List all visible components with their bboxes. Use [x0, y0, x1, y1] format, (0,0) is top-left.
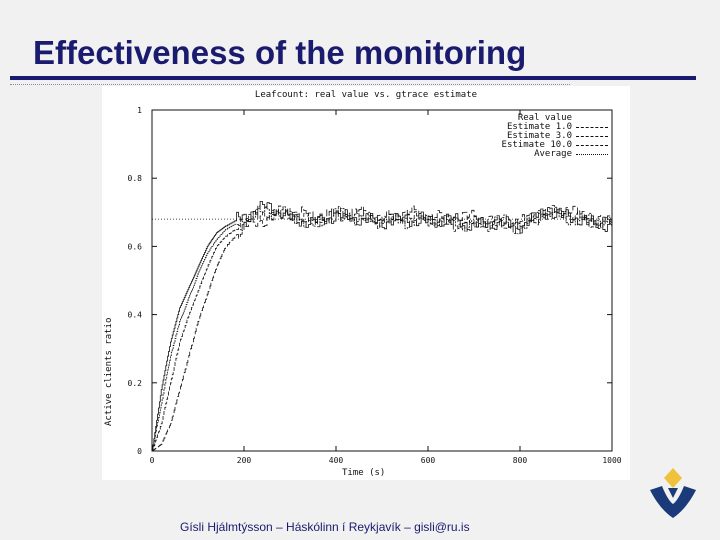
x-tick-label: 200	[237, 456, 252, 465]
chart-svg: 0 200 400 600 800 1000 0 0.2 0.4 0.6 0.8 1	[128, 106, 622, 465]
legend-label: Estimate 10.0	[501, 140, 572, 150]
logo-emblem	[650, 486, 696, 518]
logo-center-mark	[668, 488, 678, 498]
series-line-3	[152, 205, 613, 452]
legend-swatch	[576, 127, 608, 128]
legend-label: Estimate 1.0	[506, 122, 572, 132]
chart-legend: Real value Estimate 1.0 Estimate 3.0 Estima…	[502, 114, 608, 159]
y-tick-label: 0.8	[128, 174, 143, 183]
y-axis-label: Active clients ratio	[104, 317, 114, 426]
legend-entry: Estimate 10.0	[502, 141, 608, 150]
series-line-2	[152, 205, 613, 452]
plot-frame	[151, 109, 613, 452]
x-axis-label: Time (s)	[342, 468, 386, 478]
chart-title: Leafcount: real value vs. gtrace estimat…	[254, 90, 478, 100]
legend-swatch	[576, 136, 608, 137]
legend-swatch	[576, 145, 608, 146]
series-line-1	[152, 200, 613, 452]
legend-label: Average	[534, 149, 572, 159]
legend-label: Estimate 3.0	[506, 131, 572, 141]
slide-title: Effectiveness of the monitoring	[33, 34, 527, 71]
title-underline	[10, 76, 696, 80]
y-tick-label: 0	[137, 447, 142, 456]
y-tick-label: 0.4	[128, 311, 143, 320]
y-tick-label: 0.6	[128, 242, 143, 251]
chart-panel: 0 200 400 600 800 1000 0 0.2 0.4 0.6 0.8 1 Leafcoun…	[102, 86, 630, 480]
university-logo-icon	[650, 468, 696, 518]
x-tick-label: 400	[329, 456, 344, 465]
legend-entry: Average	[502, 150, 608, 159]
series-line-4	[152, 205, 613, 452]
y-tick-label: 1	[137, 106, 142, 115]
legend-label: Real value	[517, 113, 572, 123]
slide-footer: Gísli Hjálmtýsson – Háskólinn í Reykjaví…	[180, 520, 470, 534]
logo-diamond	[664, 468, 682, 488]
title-dotted-rule	[10, 84, 570, 85]
x-tick-label: 1000	[602, 456, 621, 465]
x-tick-label: 600	[421, 456, 436, 465]
y-tick-label: 0.2	[128, 379, 143, 388]
legend-swatch	[576, 154, 608, 155]
x-tick-label: 0	[150, 456, 155, 465]
x-tick-label: 800	[513, 456, 528, 465]
legend-entry: Estimate 1.0	[502, 123, 608, 132]
legend-entry: Estimate 3.0	[502, 132, 608, 141]
legend-entry: Real value	[502, 114, 608, 123]
